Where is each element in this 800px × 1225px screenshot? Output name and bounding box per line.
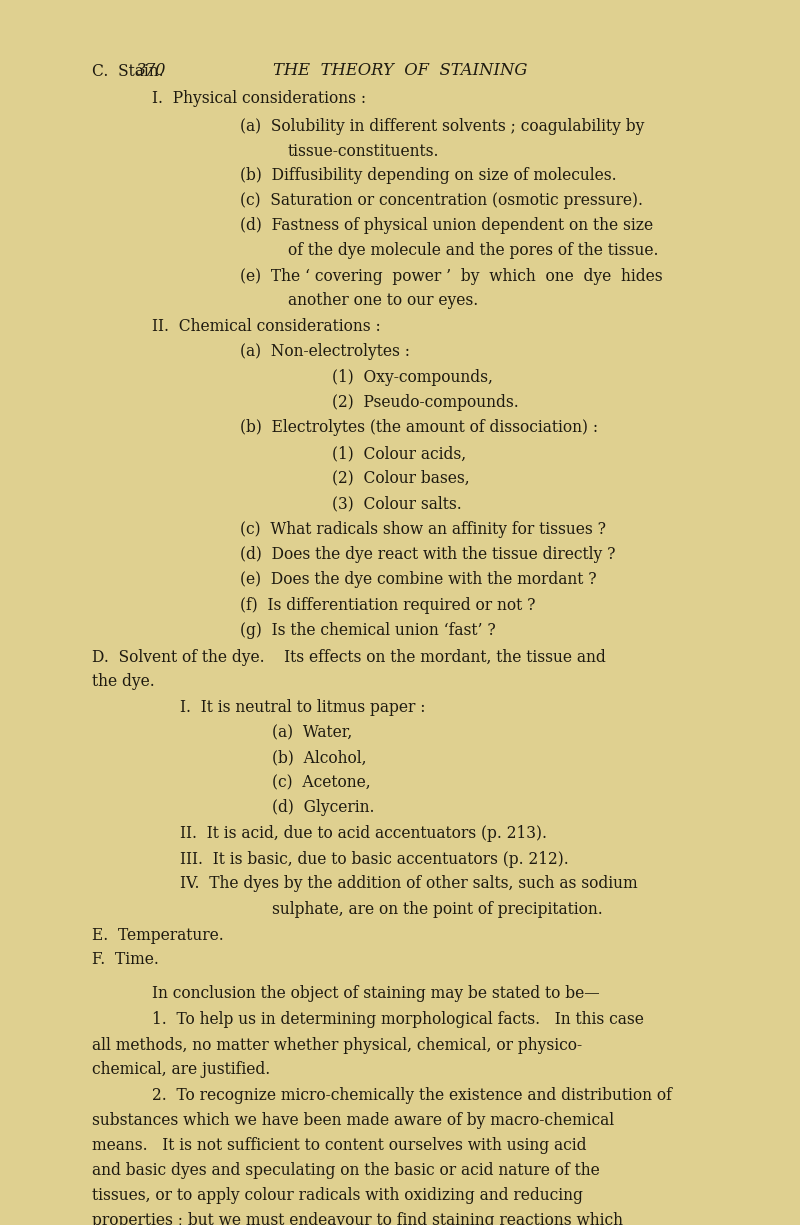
Text: (d)  Does the dye react with the tissue directly ?: (d) Does the dye react with the tissue d… — [240, 545, 615, 562]
Text: (a)  Solubility in different solvents ; coagulability by: (a) Solubility in different solvents ; c… — [240, 118, 644, 135]
Text: tissue-constituents.: tissue-constituents. — [288, 142, 439, 159]
Text: (a)  Water,: (a) Water, — [272, 724, 352, 741]
Text: means.   It is not sufficient to content ourselves with using acid: means. It is not sufficient to content o… — [92, 1137, 586, 1154]
Text: (e)  Does the dye combine with the mordant ?: (e) Does the dye combine with the mordan… — [240, 571, 597, 588]
Text: C.  Stain.: C. Stain. — [92, 62, 164, 80]
Text: chemical, are justified.: chemical, are justified. — [92, 1061, 270, 1078]
Text: another one to our eyes.: another one to our eyes. — [288, 292, 478, 309]
Text: II.  It is acid, due to acid accentuators (p. 213).: II. It is acid, due to acid accentuators… — [180, 824, 547, 842]
Text: substances which we have been made aware of by macro-chemical: substances which we have been made aware… — [92, 1111, 614, 1128]
Text: and basic dyes and speculating on the basic or acid nature of the: and basic dyes and speculating on the ba… — [92, 1161, 600, 1178]
Text: tissues, or to apply colour radicals with oxidizing and reducing: tissues, or to apply colour radicals wit… — [92, 1187, 583, 1204]
Text: (e)  The ‘ covering  power ’  by  which  one  dye  hides: (e) The ‘ covering power ’ by which one … — [240, 267, 662, 284]
Text: (d)  Fastness of physical union dependent on the size: (d) Fastness of physical union dependent… — [240, 217, 653, 234]
Text: (2)  Colour bases,: (2) Colour bases, — [332, 469, 470, 486]
Text: (c)  Saturation or concentration (osmotic pressure).: (c) Saturation or concentration (osmotic… — [240, 191, 643, 208]
Text: (c)  Acetone,: (c) Acetone, — [272, 774, 370, 791]
Text: (a)  Non-electrolytes :: (a) Non-electrolytes : — [240, 343, 410, 360]
Text: (1)  Colour acids,: (1) Colour acids, — [332, 445, 466, 462]
Text: the dye.: the dye. — [92, 673, 154, 690]
Text: all methods, no matter whether physical, chemical, or physico-: all methods, no matter whether physical,… — [92, 1036, 582, 1054]
Text: properties ; but we must endeavour to find staining reactions which: properties ; but we must endeavour to fi… — [92, 1212, 623, 1225]
Text: E.  Temperature.: E. Temperature. — [92, 926, 224, 943]
Text: F.  Time.: F. Time. — [92, 951, 159, 968]
Text: (f)  Is differentiation required or not ?: (f) Is differentiation required or not ? — [240, 597, 535, 614]
Text: D.  Solvent of the dye.    Its effects on the mordant, the tissue and: D. Solvent of the dye. Its effects on th… — [92, 648, 606, 665]
Text: (b)  Electrolytes (the amount of dissociation) :: (b) Electrolytes (the amount of dissocia… — [240, 419, 598, 436]
Text: (3)  Colour salts.: (3) Colour salts. — [332, 495, 462, 512]
Text: (b)  Diffusibility depending on size of molecules.: (b) Diffusibility depending on size of m… — [240, 167, 617, 184]
Text: (b)  Alcohol,: (b) Alcohol, — [272, 748, 366, 766]
Text: II.  Chemical considerations :: II. Chemical considerations : — [152, 317, 381, 334]
Text: IV.  The dyes by the addition of other salts, such as sodium: IV. The dyes by the addition of other sa… — [180, 875, 638, 892]
Text: 370: 370 — [136, 61, 166, 78]
Text: (g)  Is the chemical union ‘fast’ ?: (g) Is the chemical union ‘fast’ ? — [240, 621, 496, 638]
Text: III.  It is basic, due to basic accentuators (p. 212).: III. It is basic, due to basic accentuat… — [180, 850, 569, 867]
Text: (1)  Oxy-compounds,: (1) Oxy-compounds, — [332, 369, 493, 386]
Text: (2)  Pseudo-compounds.: (2) Pseudo-compounds. — [332, 393, 518, 410]
Text: (c)  What radicals show an affinity for tissues ?: (c) What radicals show an affinity for t… — [240, 521, 606, 538]
Text: In conclusion the object of staining may be stated to be—: In conclusion the object of staining may… — [152, 985, 600, 1002]
Text: I.  It is neutral to litmus paper :: I. It is neutral to litmus paper : — [180, 698, 426, 715]
Text: of the dye molecule and the pores of the tissue.: of the dye molecule and the pores of the… — [288, 241, 658, 258]
Text: THE  THEORY  OF  STAINING: THE THEORY OF STAINING — [273, 61, 527, 78]
Text: I.  Physical considerations :: I. Physical considerations : — [152, 89, 366, 107]
Text: sulphate, are on the point of precipitation.: sulphate, are on the point of precipitat… — [272, 900, 602, 918]
Text: 1.  To help us in determining morphological facts.   In this case: 1. To help us in determining morphologic… — [152, 1011, 644, 1028]
Text: 2.  To recognize micro-chemically the existence and distribution of: 2. To recognize micro-chemically the exi… — [152, 1087, 672, 1104]
Text: (d)  Glycerin.: (d) Glycerin. — [272, 799, 374, 816]
